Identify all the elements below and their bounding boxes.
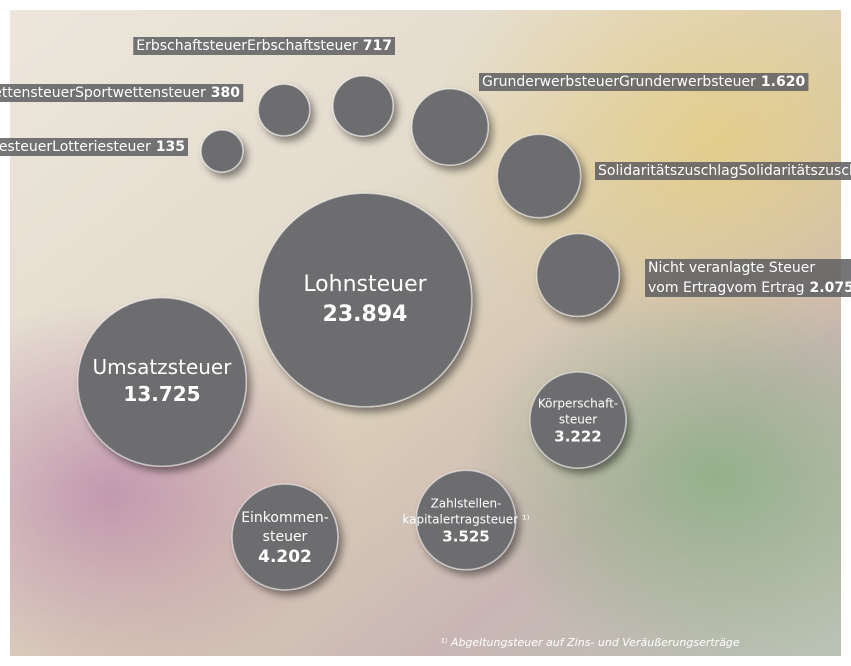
value-label: 13.725 (123, 382, 200, 406)
bubble-label: steuer (263, 529, 308, 545)
bubble-label: Solidaritätszuschlag (739, 163, 851, 179)
value-label: 3.222 (554, 428, 601, 446)
outside-label: LotteriesteuerLotteriesteuer135 (0, 138, 188, 156)
value-label: 717 (363, 38, 392, 54)
bubble (411, 88, 489, 166)
bubble-label: Lohnsteuer (303, 272, 427, 297)
outside-label: SolidaritätszuschlagSolidaritätszuschlag… (595, 162, 851, 180)
value-label: 4.202 (258, 547, 312, 567)
bubble (257, 192, 473, 408)
bubble-label: kapitalertragsteuer ¹⁾ (402, 513, 529, 527)
label-background (133, 37, 395, 55)
bubble-label: steuer (559, 413, 597, 427)
bubble (529, 371, 627, 469)
bubble (535, 232, 621, 318)
bubble (332, 75, 394, 137)
value-label: 135 (156, 139, 185, 155)
bubble-label: Sportwettensteuer (75, 85, 206, 101)
bubble (76, 296, 248, 468)
label-background (0, 84, 244, 102)
label-background (645, 259, 851, 297)
bubble (200, 129, 244, 173)
label-background (479, 73, 809, 91)
bubble-label: Grunderwerbsteuer (619, 74, 756, 90)
bubble (415, 469, 517, 571)
bubble-label: GrunderwerbsteuerGrunderwerbsteuer 1.620 (482, 74, 805, 90)
value-label: 2.075 (810, 280, 851, 296)
bubble-label: ErbschaftsteuerErbschaftsteuer 717 (136, 38, 392, 54)
value-label: 23.894 (323, 302, 408, 327)
bubble-label: Körperschaft- (538, 396, 618, 410)
value-label: 1.620 (761, 74, 806, 90)
outside-label: ErbschaftsteuerErbschaftsteuer 717 (133, 37, 395, 55)
bubble-label: Erbschaftsteuer (247, 38, 358, 54)
bubble (257, 83, 311, 137)
bubble-label: Umsatzsteuer (93, 355, 233, 379)
bubble-label: SolidaritätszuschlagSolidaritätszuschlag… (598, 163, 851, 179)
value-label: 3.525 (442, 528, 489, 546)
bubble-label: vom Ertragvom Ertrag 2.075 (648, 280, 851, 296)
bubble-label: Einkommen- (241, 510, 329, 526)
footnote: ¹⁾ Abgeltungsteuer auf Zins- und Veräuße… (440, 636, 740, 649)
bubble-label: Lotteriesteuer (52, 139, 151, 155)
bubble-label: Zahlstellen- (431, 496, 502, 510)
bubble-label: Nicht veranlagte Steuer (648, 260, 815, 276)
bubble (231, 483, 339, 591)
bubble-label: vom Ertrag (726, 280, 804, 296)
label-background (595, 162, 851, 180)
value-label: 380 (211, 85, 240, 101)
bubble-label: LotteriesteuerLotteriesteuer135 (0, 139, 185, 155)
outside-label: SportwettensteuerSportwettensteuer380 (0, 84, 244, 102)
label-background (0, 138, 188, 156)
outside-label: GrunderwerbsteuerGrunderwerbsteuer 1.620 (479, 73, 809, 91)
bubble (496, 133, 582, 219)
bubble-label: SportwettensteuerSportwettensteuer380 (0, 85, 240, 101)
